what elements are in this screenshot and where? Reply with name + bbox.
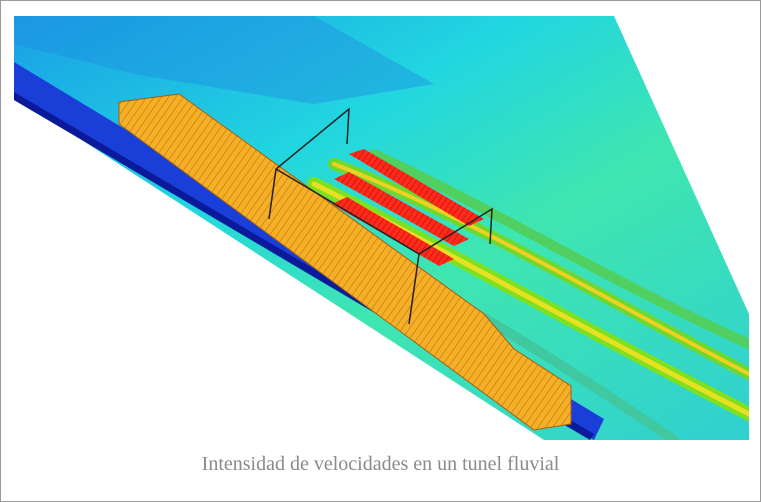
caption: Intensidad de velocidades en un tunel fl… bbox=[1, 453, 760, 476]
flow-visualization bbox=[14, 14, 749, 440]
figure: Intensidad de velocidades en un tunel fl… bbox=[0, 0, 761, 502]
